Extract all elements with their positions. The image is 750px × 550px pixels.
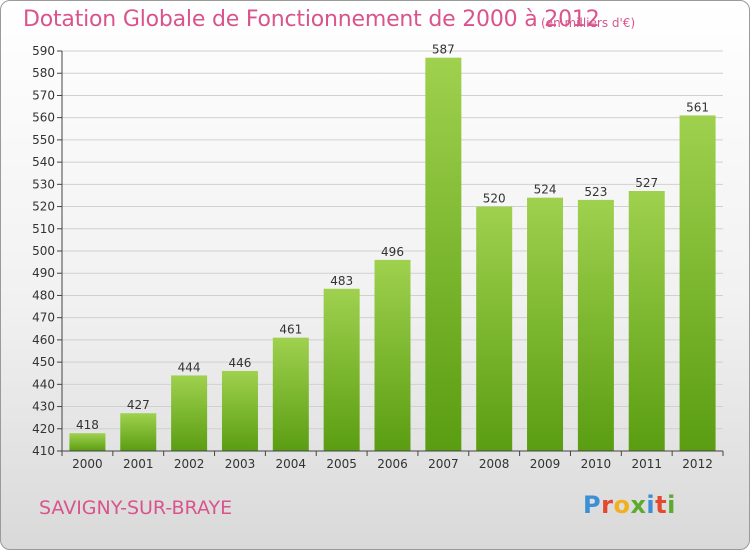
- x-tick-label: 2004: [276, 457, 307, 471]
- x-tick-label: 2010: [581, 457, 612, 471]
- x-tick-label: 2012: [682, 457, 713, 471]
- bar-value-label: 587: [432, 43, 455, 57]
- x-tick-label: 2001: [123, 457, 154, 471]
- x-tick-label: 2005: [326, 457, 357, 471]
- bar: [120, 413, 157, 451]
- bar-value-label: 561: [686, 100, 709, 114]
- logo-letter: i: [667, 491, 676, 519]
- x-tick-label: 2008: [479, 457, 510, 471]
- bar: [171, 375, 208, 451]
- bar-value-label: 446: [229, 356, 252, 370]
- logo-letter: x: [630, 491, 647, 519]
- x-tick-label: 2006: [377, 457, 408, 471]
- y-tick-label: 580: [32, 66, 55, 80]
- logo-letter: t: [655, 491, 668, 519]
- x-tick-label: 2011: [631, 457, 662, 471]
- y-tick-label: 480: [32, 288, 55, 302]
- y-tick-label: 460: [32, 333, 55, 347]
- bar: [577, 199, 614, 451]
- bar: [679, 115, 716, 451]
- bar-value-label: 427: [127, 398, 150, 412]
- y-tick-label: 540: [32, 155, 55, 169]
- bar-value-label: 461: [279, 323, 302, 337]
- bar-value-label: 527: [635, 176, 658, 190]
- proxiti-logo[interactable]: Proxiti: [583, 491, 676, 519]
- bar: [476, 206, 513, 451]
- logo-letter: o: [613, 491, 631, 519]
- bar-value-label: 496: [381, 245, 404, 259]
- y-tick-label: 520: [32, 200, 55, 214]
- x-tick-label: 2007: [428, 457, 459, 471]
- y-tick-label: 420: [32, 422, 55, 436]
- bar: [527, 197, 564, 451]
- bar: [323, 288, 360, 451]
- y-tick-label: 560: [32, 111, 55, 125]
- bar-value-label: 524: [534, 183, 557, 197]
- y-tick-label: 500: [32, 244, 55, 258]
- y-tick-label: 570: [32, 88, 55, 102]
- y-tick-label: 550: [32, 133, 55, 147]
- y-tick-label: 450: [32, 355, 55, 369]
- bar-value-label: 418: [76, 418, 99, 432]
- chart-unit: (en milliers d'€): [541, 16, 636, 30]
- bars: 418 427 444 446 461 483 496 587 520 524 523 527 561: [69, 43, 716, 452]
- y-tick-label: 490: [32, 266, 55, 280]
- logo-letter: i: [646, 491, 656, 519]
- commune-name: SAVIGNY-SUR-BRAYE: [39, 497, 233, 519]
- bar: [628, 191, 665, 451]
- x-tick-label: 2002: [174, 457, 205, 471]
- bar: [425, 57, 462, 452]
- bar-value-label: 520: [483, 192, 506, 206]
- bar: [374, 259, 411, 451]
- y-tick-label: 410: [32, 444, 55, 458]
- bar: [272, 337, 309, 451]
- axes: 410 420 430 440 450 460 470 480 490 500 510 520 530 5…: [32, 44, 724, 471]
- y-tick-label: 440: [32, 377, 55, 391]
- bar-value-label: 483: [330, 274, 353, 288]
- y-tick-label: 530: [32, 177, 55, 191]
- y-tick-label: 590: [32, 44, 55, 58]
- bar: [221, 371, 258, 451]
- x-tick-label: 2000: [72, 457, 103, 471]
- chart-title: Dotation Globale de Fonctionnement de 20…: [23, 7, 600, 32]
- bar: [69, 433, 106, 451]
- logo-letter: r: [601, 491, 614, 519]
- x-tick-label: 2009: [530, 457, 561, 471]
- logo-letter: P: [583, 491, 602, 519]
- x-tick-label: 2003: [225, 457, 256, 471]
- y-tick-label: 510: [32, 222, 55, 236]
- y-tick-label: 470: [32, 311, 55, 325]
- bar-value-label: 523: [584, 185, 607, 199]
- y-tick-label: 430: [32, 400, 55, 414]
- bar-value-label: 444: [178, 360, 201, 374]
